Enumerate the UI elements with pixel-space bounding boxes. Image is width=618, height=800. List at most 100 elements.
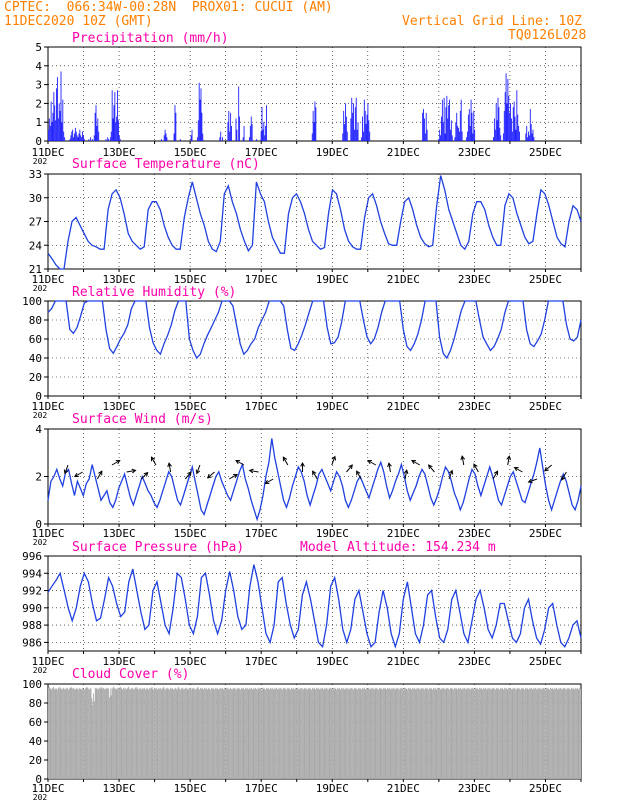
cloud-bar [135, 686, 137, 779]
cloud-bar [144, 689, 146, 779]
cloud-bar [555, 687, 557, 779]
cloud-bar [200, 688, 202, 779]
wind-arrow-shaft [140, 472, 149, 480]
cloud-bar [364, 688, 366, 779]
precip-bar [344, 124, 346, 141]
cloud-bar [224, 687, 226, 779]
cloud-bar [362, 687, 363, 779]
precip-bar [527, 137, 529, 141]
x-tick-label: 19DEC [316, 782, 349, 795]
x-tick-label: 17DEC [245, 527, 278, 540]
cloud-bar [554, 687, 556, 779]
cloud-bar [66, 688, 68, 779]
cloud-bar [291, 687, 292, 779]
cloud-bar [344, 689, 346, 779]
cloud-bar [311, 689, 312, 779]
precip-bar [423, 118, 425, 141]
cloud-bar [545, 687, 547, 779]
cloud-bar [201, 687, 203, 779]
cloud-bar [451, 687, 453, 779]
cloud-bar [120, 687, 122, 779]
cloud-bar [329, 688, 331, 779]
cloud-bar [515, 689, 517, 779]
cloud-bar [474, 687, 476, 779]
precip-bar [423, 109, 424, 141]
wind-arrow-head [448, 469, 454, 475]
precip-bar [260, 131, 262, 141]
cloud-bar [124, 687, 126, 779]
precip-bar [231, 125, 232, 141]
cloud-bar [167, 687, 169, 779]
cloud-bar [73, 688, 75, 779]
precip-bar [346, 131, 348, 141]
y-tick-label: 40 [29, 352, 42, 365]
cloud-bar [384, 687, 386, 779]
precip-bar [446, 95, 448, 141]
precip-bar [350, 118, 352, 141]
precip-bar [351, 97, 353, 141]
cloud-bar [381, 688, 383, 779]
cloud-bar [456, 688, 458, 779]
cloud-bar [577, 688, 579, 779]
precip-bar [91, 139, 93, 141]
cloud-bar [301, 688, 303, 779]
wind-arrow-shaft [404, 470, 408, 480]
precip-bar [95, 105, 97, 141]
cloud-bar [360, 688, 362, 779]
cloud-bar [347, 688, 349, 779]
cloud-bar [220, 688, 222, 779]
cloud-bar [442, 688, 444, 779]
cloud-bar [235, 688, 236, 779]
x-tick-label: 25DEC [529, 146, 562, 159]
cloud-bar [341, 687, 343, 779]
cloud-bar [256, 688, 257, 779]
wind-arrow-shaft [74, 471, 83, 477]
wind-arrow-head [248, 468, 254, 474]
cloud-bar [397, 687, 399, 779]
cloud-bar [70, 686, 72, 779]
precip-bar [264, 135, 266, 141]
cloud-bar [321, 688, 323, 779]
cloud-bar [189, 687, 191, 779]
y-tick-label: 33 [29, 168, 42, 181]
cloud-bar [322, 687, 323, 779]
cloud-bar [161, 688, 163, 779]
cloud-bar [290, 689, 292, 779]
wind-arrow-shaft [235, 460, 245, 466]
cloud-bar [268, 688, 270, 779]
y-tick-label: 996 [22, 550, 42, 563]
cloud-bar [307, 687, 309, 779]
cloud-bar [446, 688, 448, 779]
wind-arrow-head [206, 473, 212, 479]
cloud-bar [547, 687, 549, 779]
cloud-bar [248, 689, 250, 779]
precip-bar [442, 122, 444, 141]
wind-arrow-head [473, 463, 478, 469]
panel-frame [47, 300, 582, 397]
cloud-bar [320, 687, 322, 779]
cloud-bar [190, 689, 192, 779]
cloud-bar [147, 688, 149, 779]
precip-bar [201, 112, 203, 141]
y-tick-label: 40 [29, 735, 42, 748]
precip-bar [315, 107, 317, 141]
cloud-bar [400, 688, 402, 779]
cloud-bar [340, 689, 342, 779]
precip-bar [445, 107, 447, 141]
cloud-bar [518, 687, 520, 779]
cloud-bar [142, 687, 144, 779]
cloud-bar [319, 689, 321, 779]
cloud-bar [559, 688, 561, 779]
cloud-bar [165, 687, 167, 779]
cloud-bar [487, 687, 489, 779]
cloud-bar [497, 687, 499, 779]
cloud-bar [179, 688, 180, 779]
year-stub: 202 [33, 793, 48, 800]
y-tick-label: 27 [29, 216, 42, 229]
cloud-bar [94, 687, 96, 779]
cloud-bar [228, 689, 230, 779]
precip-bar [343, 110, 345, 141]
precip-bar [222, 137, 223, 141]
cloud-bar [306, 688, 307, 779]
